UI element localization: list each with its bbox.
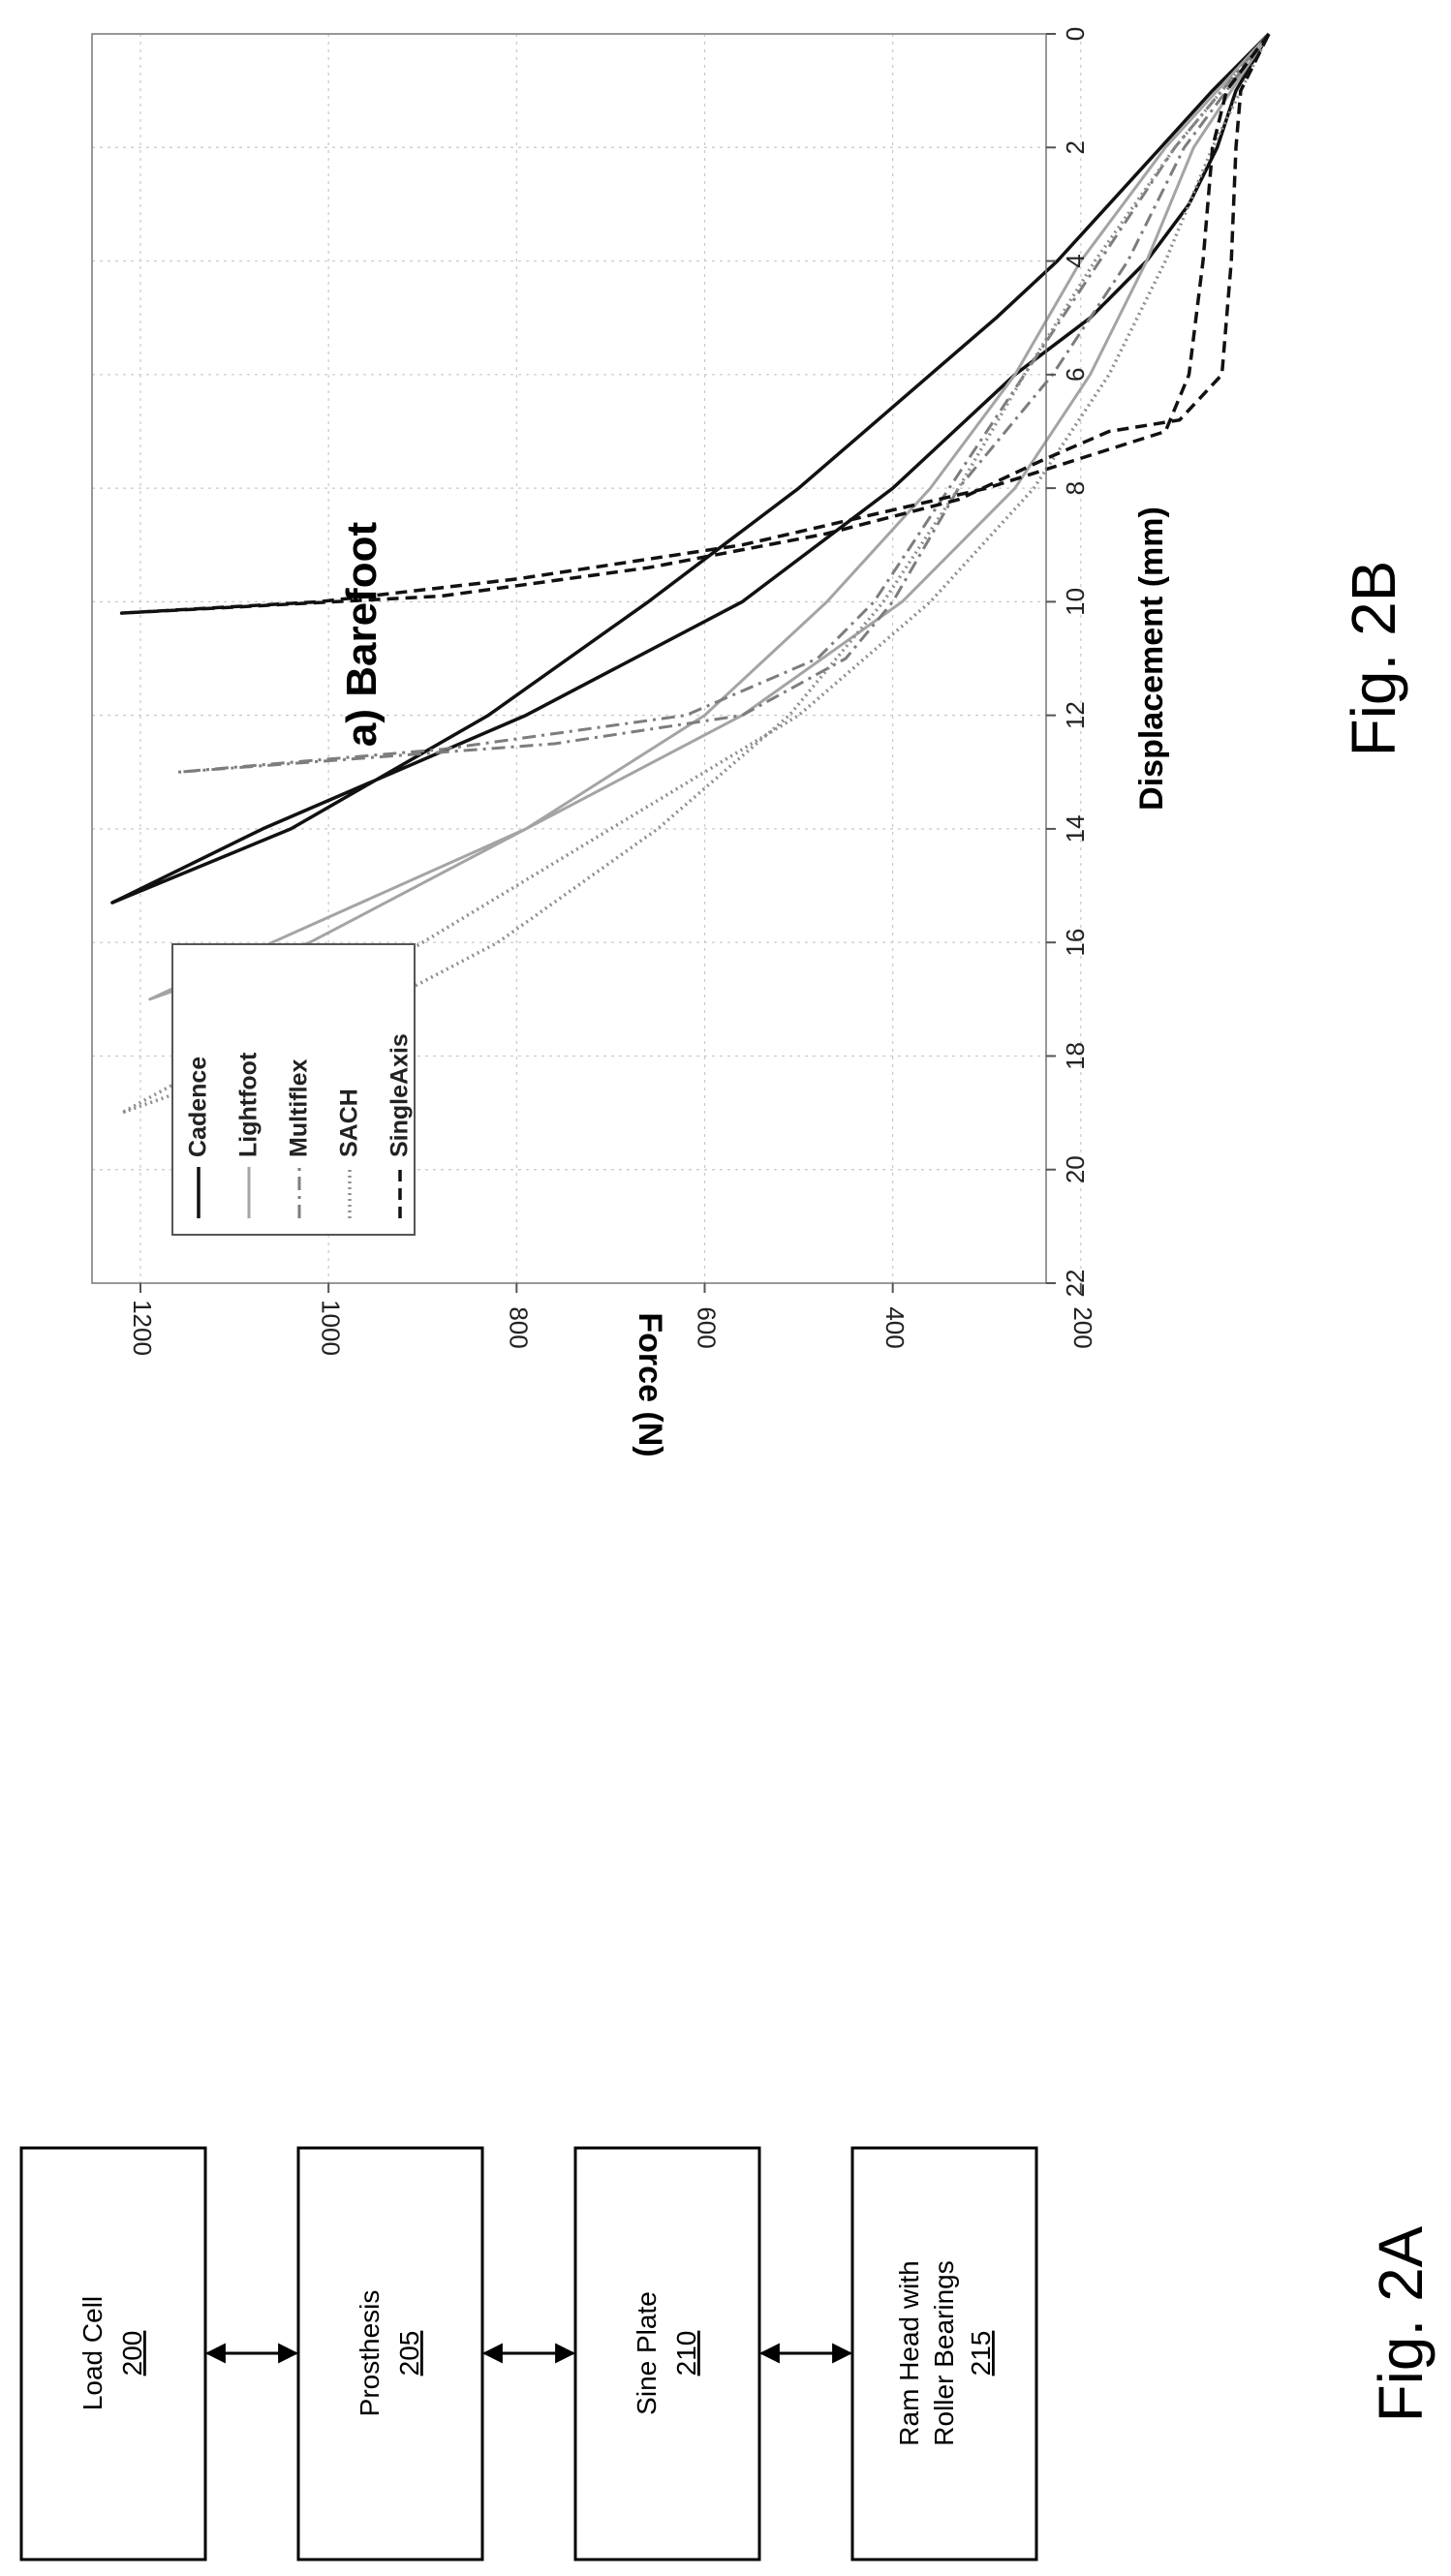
x-axis-label: Displacement (mm): [1133, 506, 1170, 811]
block-ram-head-label-line1: Ram Head with: [894, 2260, 924, 2445]
block-ram-head-label-line2: Roller Bearings: [929, 2260, 959, 2445]
legend-label-multiflex: Multiflex: [286, 1059, 313, 1157]
x-tick-label: 10: [1061, 588, 1090, 616]
x-tick-label: 6: [1061, 368, 1090, 382]
legend-label-singleaxis: SingleAxis: [386, 1033, 414, 1157]
block-prosthesis: Prosthesis 205: [296, 2146, 484, 2561]
block-sine-plate-label: Sine Plate: [632, 2291, 662, 2415]
legend-label-cadence: Cadence: [185, 1057, 212, 1157]
fig-2b-caption: Fig. 2B: [1339, 561, 1408, 757]
fig-2a-block-diagram: Load Cell 200 Prosthesis 205 Sine Plate …: [19, 2146, 1436, 2561]
block-load-cell-ref: 200: [117, 2331, 147, 2377]
y-axis-label: Force (N): [632, 1312, 668, 1457]
y-tick-label: 200: [1068, 1306, 1097, 1348]
x-tick-label: 4: [1061, 254, 1090, 267]
x-tick-label: 16: [1061, 929, 1090, 957]
x-tick-label: 0: [1061, 27, 1090, 41]
legend-label-sach: SACH: [336, 1089, 363, 1157]
legend-box: [171, 943, 416, 1236]
block-sine-plate: Sine Plate 210: [573, 2146, 761, 2561]
block-load-cell-label: Load Cell: [77, 2296, 108, 2410]
legend-label-lightfoot: Lightfoot: [235, 1052, 262, 1157]
x-tick-label: 22: [1061, 1270, 1090, 1298]
x-tick-label: 14: [1061, 814, 1090, 843]
x-tick-label: 18: [1061, 1042, 1090, 1070]
block-load-cell: Load Cell 200: [19, 2146, 207, 2561]
block-prosthesis-ref: 205: [394, 2331, 424, 2377]
y-tick-label: 400: [880, 1306, 910, 1348]
y-tick-label: 1200: [128, 1300, 157, 1356]
x-tick-label: 8: [1061, 481, 1090, 495]
series-cadence-line: [110, 32, 1271, 905]
fig-2b-chart: 024681012141618202220040060080010001200 …: [91, 27, 1408, 1457]
x-tick-label: 12: [1061, 701, 1090, 729]
fig-2a-caption: Fig. 2A: [1366, 2225, 1436, 2422]
block-ram-head: Ram Head with Roller Bearings 215: [850, 2146, 1038, 2561]
plot-frame: [91, 33, 1047, 1284]
chart-title: a) Barefoot: [338, 522, 386, 748]
chart-axes: 0 2 4 6 8 10 12 14 16 18 20 22 200 400 600 800 1000 1200: [128, 27, 1097, 1356]
chart-legend: Cadence Lightfoot Multiflex SACH SingleAxis: [171, 943, 416, 1236]
block-prosthesis-label: Prosthesis: [355, 2290, 385, 2417]
y-tick-label: 800: [504, 1306, 533, 1348]
x-tick-label: 20: [1061, 1155, 1090, 1183]
x-tick-label: 2: [1061, 140, 1090, 154]
block-sine-plate-ref: 210: [671, 2331, 701, 2377]
y-tick-label: 600: [693, 1306, 722, 1348]
block-ram-head-ref: 215: [966, 2331, 996, 2377]
y-tick-label: 1000: [316, 1300, 345, 1356]
series-lightfoot-line: [148, 32, 1271, 1001]
series-singleaxis-line: [119, 32, 1271, 615]
